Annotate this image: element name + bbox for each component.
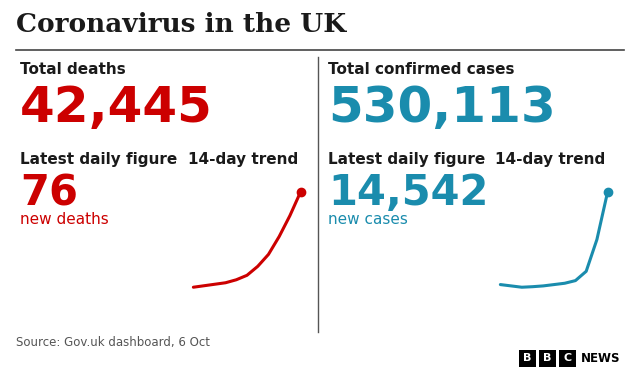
Text: Coronavirus in the UK: Coronavirus in the UK [16,12,346,37]
Text: new deaths: new deaths [20,212,109,227]
Text: new cases: new cases [328,212,408,227]
Text: Latest daily figure: Latest daily figure [328,152,485,167]
FancyBboxPatch shape [519,350,536,366]
Text: Total deaths: Total deaths [20,62,125,77]
Text: B: B [543,353,552,363]
Text: 14-day trend: 14-day trend [495,152,605,167]
Text: Source: Gov.uk dashboard, 6 Oct: Source: Gov.uk dashboard, 6 Oct [16,336,210,349]
Text: Total confirmed cases: Total confirmed cases [328,62,515,77]
Text: 530,113: 530,113 [328,84,556,132]
Text: 14-day trend: 14-day trend [188,152,298,167]
Text: 42,445: 42,445 [20,84,213,132]
FancyBboxPatch shape [559,350,576,366]
Text: 14,542: 14,542 [328,172,488,214]
Text: 76: 76 [20,172,78,214]
Text: B: B [524,353,532,363]
Text: Latest daily figure: Latest daily figure [20,152,177,167]
FancyBboxPatch shape [539,350,556,366]
Text: NEWS: NEWS [581,352,621,364]
Text: C: C [563,353,572,363]
